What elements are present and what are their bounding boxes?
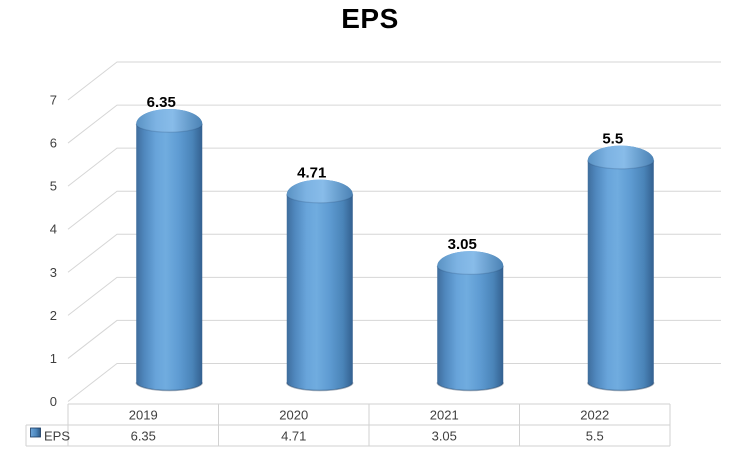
cylinder-body — [136, 108, 203, 391]
data-table: 2019 2020 2021 2022 EPS 6.35 4.71 3.05 5.5 — [25, 403, 671, 447]
gridline — [67, 190, 721, 230]
y-gridlines — [67, 61, 721, 402]
bar-value-label: 4.71 — [297, 165, 326, 182]
bar-2019: 6.35 — [135, 94, 203, 392]
table-value-cell: 4.71 — [281, 429, 306, 444]
x-axis-category-label: 2022 — [580, 408, 609, 423]
y-axis-tick-label: 4 — [50, 222, 57, 237]
y-axis-tick-label: 0 — [50, 394, 57, 409]
gridline — [67, 61, 721, 101]
bar-2021: 3.05 — [436, 236, 504, 392]
cylinder-rim — [135, 123, 203, 133]
x-axis-category-label: 2019 — [129, 408, 158, 423]
bar-2022: 5.5 — [587, 131, 655, 392]
cylinder-body — [286, 179, 353, 391]
bar-value-label: 3.05 — [448, 236, 477, 253]
gridline — [67, 363, 721, 402]
cylinder-rim — [436, 265, 504, 275]
cylinder-cap — [587, 145, 654, 169]
gridline — [67, 276, 721, 316]
y-axis-tick-label: 1 — [50, 351, 57, 366]
y-axis-tick-label: 6 — [50, 136, 57, 151]
cylinder-bottom-shadow — [436, 382, 504, 392]
y-axis-tick-label: 3 — [50, 265, 57, 280]
gridline — [67, 147, 721, 187]
table-value-cell: 6.35 — [131, 429, 156, 444]
cylinder-body — [587, 145, 654, 391]
cylinder-body — [437, 251, 504, 391]
x-axis-category-label: 2020 — [279, 408, 308, 423]
cylinder-bottom-shadow — [286, 382, 354, 392]
cylinder-bottom-shadow — [135, 382, 203, 392]
series-eps: 6.35 4.71 3.05 5.5 — [135, 94, 655, 392]
y-axis-tick-label: 2 — [50, 308, 57, 323]
gridline — [67, 319, 721, 359]
cylinder-cap — [437, 251, 504, 275]
gridline — [67, 233, 721, 273]
bar-value-label: 5.5 — [602, 131, 623, 148]
gridline — [67, 104, 721, 144]
table-value-cell: 3.05 — [432, 429, 457, 444]
bar-value-label: 6.35 — [147, 94, 176, 111]
cylinder-rim — [286, 194, 354, 204]
cylinder-cap — [136, 108, 203, 133]
cylinder-rim — [587, 160, 655, 170]
y-axis-tick-label: 7 — [50, 93, 57, 108]
bar-2020: 4.71 — [286, 165, 354, 392]
x-axis-category-label: 2021 — [430, 408, 459, 423]
legend-key-icon — [30, 427, 41, 438]
legend-series-label: EPS — [44, 429, 70, 444]
cylinder-bottom-shadow — [587, 382, 655, 392]
table-value-cell: 5.5 — [586, 429, 604, 444]
cylinder-cap — [286, 179, 353, 203]
y-axis-tick-label: 5 — [50, 179, 57, 194]
y-axis: 0 1 2 3 4 5 6 7 — [50, 93, 57, 410]
chart-title: EPS — [341, 3, 399, 34]
